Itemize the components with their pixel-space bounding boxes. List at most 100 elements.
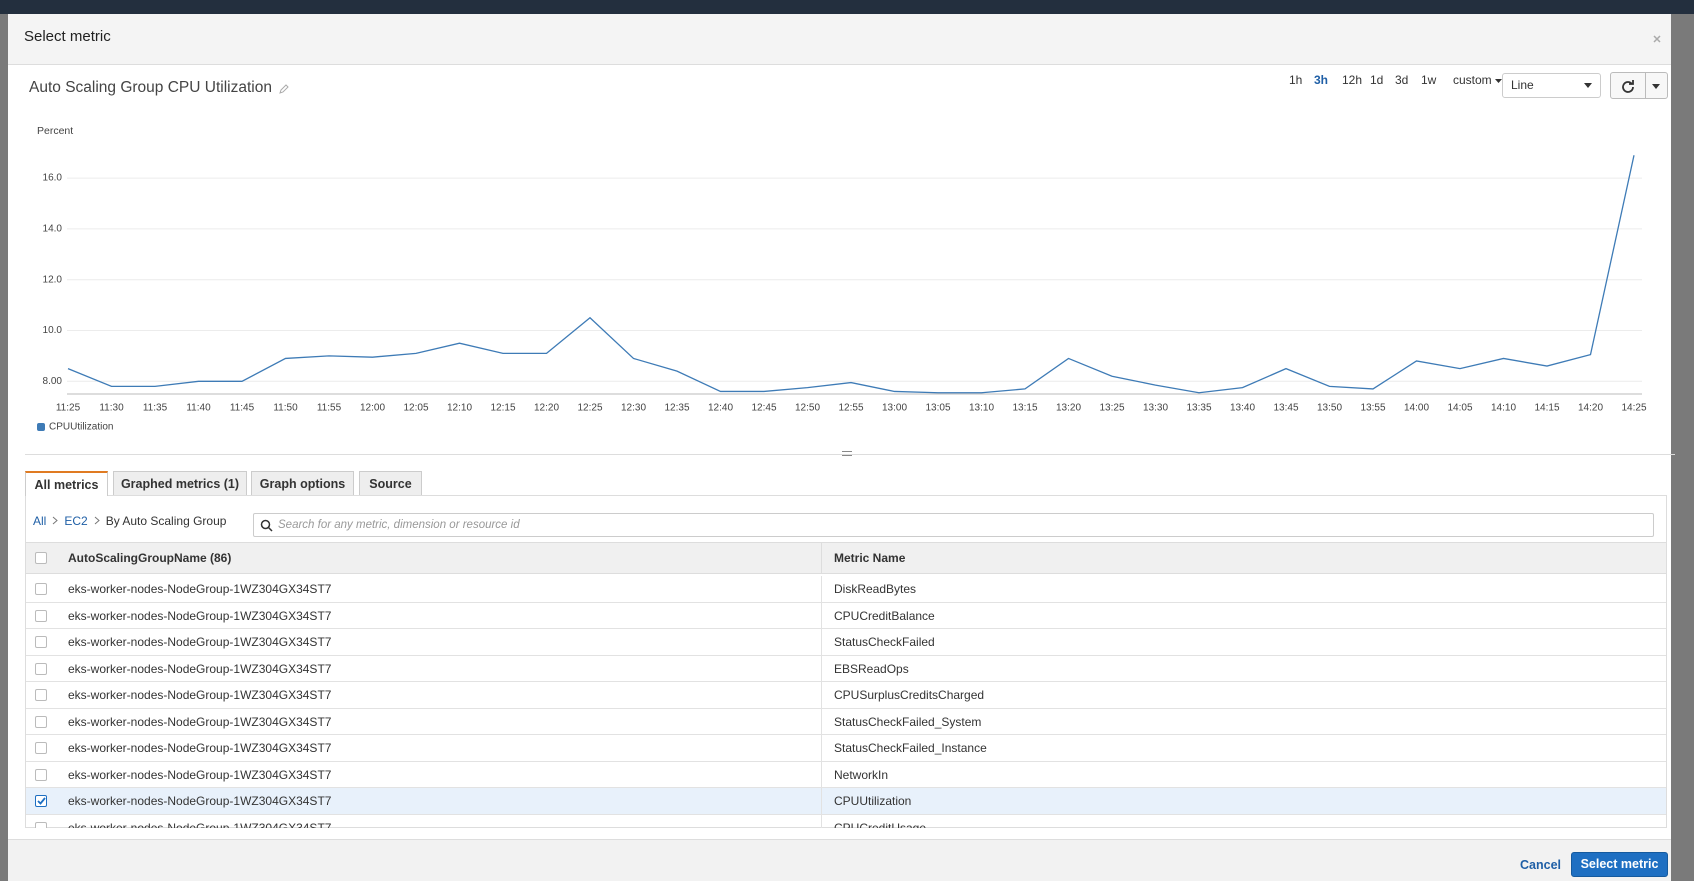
check-path: [37, 797, 46, 805]
x-tick-label: 13:50: [1317, 403, 1342, 414]
breadcrumb-item: By Auto Scaling Group: [105, 514, 227, 528]
x-tick-label: 12:30: [621, 403, 646, 414]
metric-name-cell: EBSReadOps: [834, 661, 909, 676]
close-icon[interactable]: [1653, 35, 1661, 43]
chevron: [53, 516, 59, 525]
search-box[interactable]: Search for any metric, dimension or reso…: [253, 513, 1654, 537]
time-range-button[interactable]: 12h: [1342, 73, 1363, 87]
refresh-icon: [1622, 80, 1634, 93]
row-checkbox[interactable]: [35, 768, 47, 781]
select-all-checkbox[interactable]: [35, 552, 47, 564]
x-tick-label: 12:10: [447, 403, 472, 414]
table-row[interactable]: eks-worker-nodes-NodeGroup-1WZ304GX34ST7…: [26, 735, 1666, 762]
table-row[interactable]: eks-worker-nodes-NodeGroup-1WZ304GX34ST7…: [26, 602, 1666, 629]
table-row[interactable]: eks-worker-nodes-NodeGroup-1WZ304GX34ST7…: [26, 708, 1666, 735]
time-range-button[interactable]: 3d: [1395, 73, 1409, 87]
caret: [1495, 79, 1503, 83]
row-checkbox[interactable]: [35, 662, 47, 675]
row-checkbox[interactable]: [35, 715, 47, 728]
column-divider: [821, 576, 822, 602]
row-checkbox[interactable]: [35, 636, 47, 648]
column-divider: [821, 708, 822, 735]
edit-icon[interactable]: [278, 83, 290, 95]
breadcrumb-separator: [94, 516, 100, 525]
table-row[interactable]: eks-worker-nodes-NodeGroup-1WZ304GX34ST7…: [26, 629, 1666, 656]
refresh-button[interactable]: [1610, 72, 1668, 99]
row-checkbox[interactable]: [35, 689, 47, 701]
asg-name-cell: eks-worker-nodes-NodeGroup-1WZ304GX34ST7: [68, 794, 332, 808]
column-divider: [821, 543, 822, 573]
column-divider: [821, 682, 822, 708]
time-range-button[interactable]: 1w: [1421, 73, 1437, 87]
x-tick-label: 13:20: [1056, 403, 1081, 414]
asg-name-cell: eks-worker-nodes-NodeGroup-1WZ304GX34ST7: [68, 767, 332, 782]
cancel-button[interactable]: Cancel: [1520, 858, 1561, 872]
time-range-button[interactable]: 3h: [1314, 73, 1329, 87]
x-tick-label: 12:45: [751, 403, 776, 414]
x-tick-label: 11:55: [317, 403, 342, 414]
asg-name-cell: eks-worker-nodes-NodeGroup-1WZ304GX34ST7: [68, 661, 332, 676]
table-row[interactable]: eks-worker-nodes-NodeGroup-1WZ304GX34ST7…: [26, 576, 1666, 603]
splitter-handle[interactable]: [842, 451, 852, 456]
caret: [1652, 84, 1660, 89]
tab[interactable]: Graphed metrics (1): [113, 471, 247, 495]
x-tick-label: 12:55: [838, 403, 863, 414]
metric-name-cell: DiskReadBytes: [834, 582, 917, 596]
row-checkbox[interactable]: [35, 583, 47, 595]
y-tick-label: 10.0: [43, 325, 63, 336]
time-range-button[interactable]: 1d: [1370, 73, 1384, 87]
column-header[interactable]: Metric Name: [834, 551, 906, 565]
asg-name-cell: eks-worker-nodes-NodeGroup-1WZ304GX34ST7: [68, 608, 332, 623]
x-tick-label: 12:20: [534, 403, 559, 414]
x-tick-label: 12:40: [708, 403, 733, 414]
x-tick-label: 14:20: [1578, 403, 1603, 414]
x-tick-label: 12:25: [577, 403, 602, 414]
column-divider: [821, 814, 822, 828]
select-metric-button[interactable]: Select metric: [1571, 852, 1668, 877]
y-axis-label: Percent: [37, 125, 73, 137]
y-tick-label: 8.00: [43, 376, 63, 387]
tab[interactable]: All metrics: [25, 471, 108, 496]
x-tick-label: 12:15: [490, 403, 515, 414]
table-row[interactable]: eks-worker-nodes-NodeGroup-1WZ304GX34ST7…: [26, 814, 1666, 828]
asg-name-cell: eks-worker-nodes-NodeGroup-1WZ304GX34ST7: [68, 714, 332, 729]
x-tick-label: 11:40: [186, 403, 211, 414]
table-row[interactable]: eks-worker-nodes-NodeGroup-1WZ304GX34ST7…: [26, 761, 1666, 788]
asg-name-cell: eks-worker-nodes-NodeGroup-1WZ304GX34ST7: [68, 688, 332, 702]
asg-name-cell: eks-worker-nodes-NodeGroup-1WZ304GX34ST7: [68, 741, 332, 755]
modal-title: Select metric: [24, 28, 111, 45]
chart: Percent 8.00 10.0 12.0 14.0 16.0 11:25 11:30 11…: [37, 125, 1647, 433]
custom-range[interactable]: custom: [1453, 73, 1503, 87]
row-checkbox[interactable]: [35, 742, 47, 754]
row-checkbox[interactable]: [35, 795, 47, 807]
tab[interactable]: Graph options: [251, 471, 354, 495]
asg-name-cell: eks-worker-nodes-NodeGroup-1WZ304GX34ST7: [68, 635, 332, 649]
x-tick-label: 14:10: [1491, 403, 1516, 414]
time-range-button[interactable]: 1h: [1289, 73, 1303, 87]
x-tick-label: 13:30: [1143, 403, 1168, 414]
modal-header: Select metric: [8, 14, 1671, 65]
column-header[interactable]: AutoScalingGroupName (86): [68, 551, 232, 565]
x-tick-label: 12:05: [403, 403, 428, 414]
metric-name-cell: NetworkIn: [834, 767, 889, 782]
check-mark: [37, 797, 46, 805]
breadcrumb-item[interactable]: EC2: [64, 514, 88, 528]
column-divider: [821, 602, 822, 629]
tab[interactable]: Source: [359, 471, 422, 495]
table-row[interactable]: eks-worker-nodes-NodeGroup-1WZ304GX34ST7…: [26, 788, 1666, 815]
x-tick-label: 13:10: [969, 403, 994, 414]
row-checkbox[interactable]: [35, 821, 47, 828]
y-tick-label: 16.0: [43, 173, 63, 184]
row-checkbox[interactable]: [35, 609, 47, 622]
table-row[interactable]: eks-worker-nodes-NodeGroup-1WZ304GX34ST7…: [26, 655, 1666, 682]
x-tick-label: 11:35: [143, 403, 168, 414]
chart-style-select[interactable]: Line: [1502, 73, 1601, 98]
modal: Select metric Auto Scaling Group CPU Uti…: [8, 14, 1675, 881]
x-tick-label: 12:50: [795, 403, 820, 414]
metric-name-cell: CPUUtilization: [834, 794, 912, 808]
breadcrumb-item[interactable]: All: [33, 514, 47, 528]
chevron: [94, 516, 100, 525]
table-body: eks-worker-nodes-NodeGroup-1WZ304GX34ST7…: [26, 576, 1666, 828]
table-row[interactable]: eks-worker-nodes-NodeGroup-1WZ304GX34ST7…: [26, 682, 1666, 709]
